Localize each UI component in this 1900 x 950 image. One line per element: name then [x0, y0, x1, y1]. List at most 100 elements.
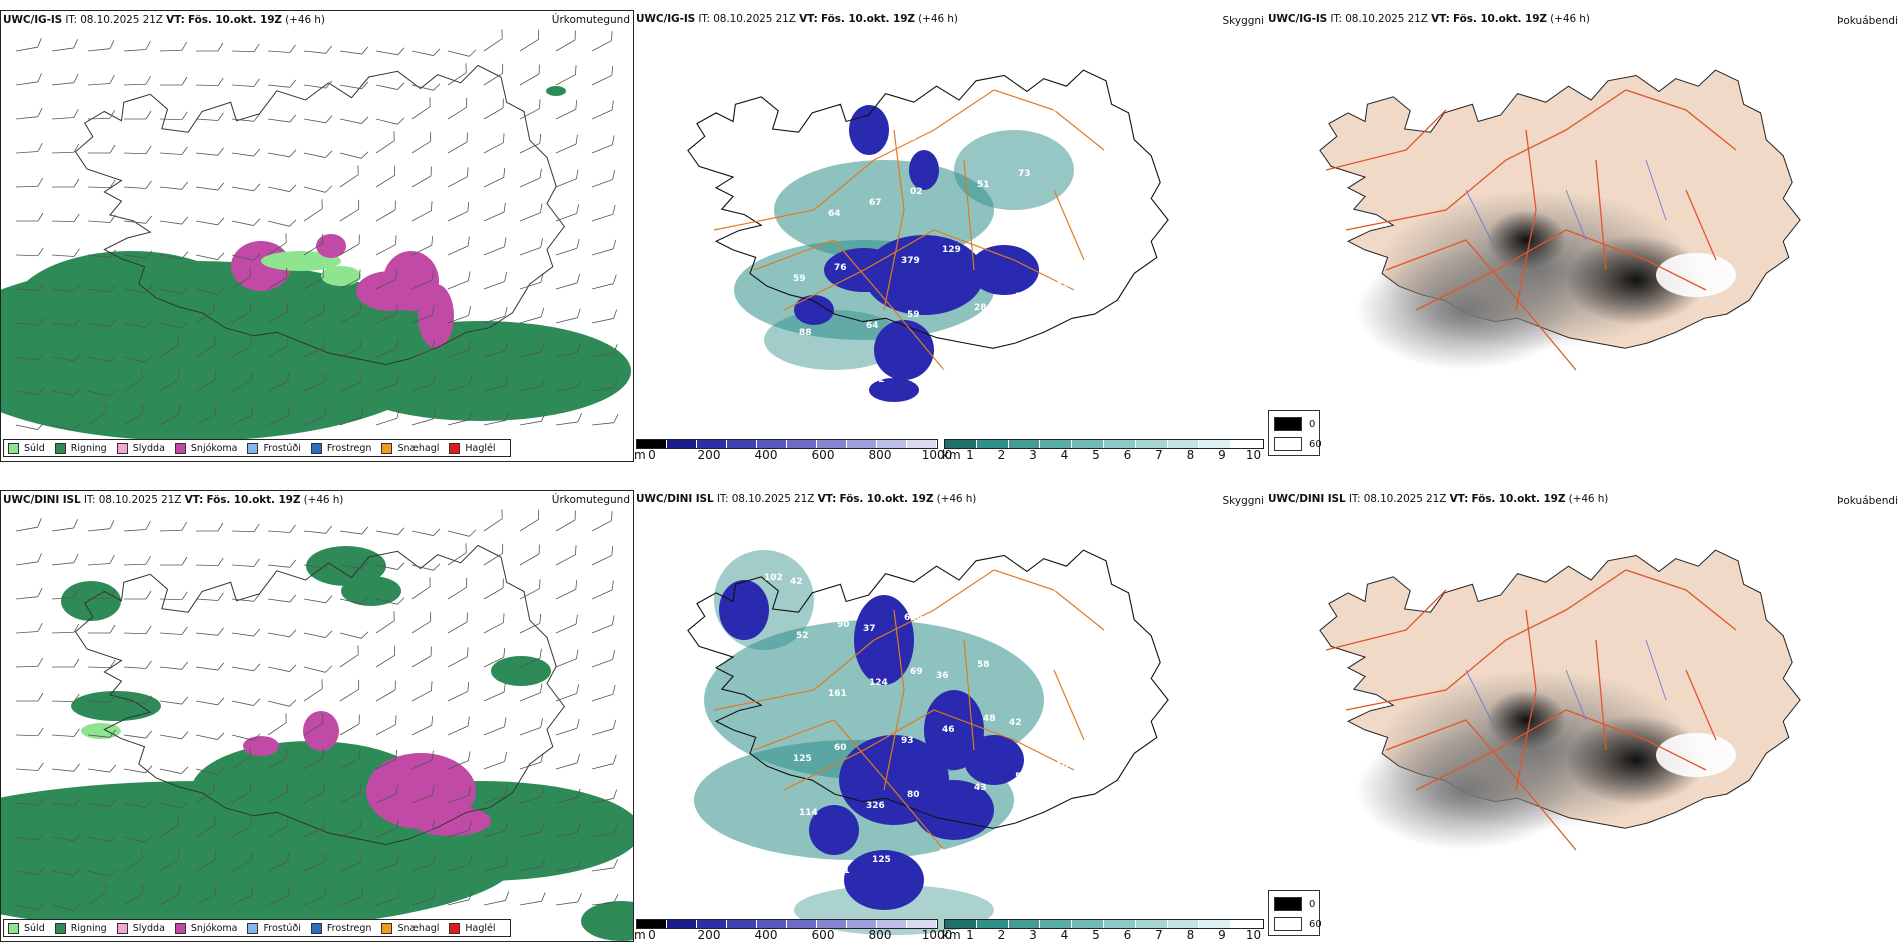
fog-key-label: 60 — [1309, 438, 1322, 450]
wind-barb — [555, 545, 577, 566]
ceiling-value-label: 55 — [1085, 162, 1098, 172]
wind-barb — [123, 883, 144, 906]
wind-barb — [16, 212, 44, 222]
wind-barb — [411, 305, 435, 324]
visibility-tick: 4 — [1060, 448, 1069, 462]
wind-barb — [447, 612, 468, 634]
wind-barb — [303, 407, 327, 426]
wind-barb — [591, 580, 614, 600]
wind-barb — [123, 849, 143, 872]
wind-barb — [591, 170, 616, 188]
legend-item: Snjókoma — [174, 922, 237, 934]
wind-barb — [51, 388, 81, 396]
wind-barb — [519, 648, 542, 668]
wind-barb — [159, 696, 189, 705]
legend-swatch — [174, 922, 186, 934]
ceiling-value-label: 90 — [837, 620, 850, 630]
wind-barb — [51, 728, 80, 737]
wind-barb — [555, 343, 582, 358]
wind-barb — [159, 521, 188, 532]
legend-swatch — [116, 922, 128, 934]
ceiling-colorbar: m 0 200 400 600 800 1000 — [634, 437, 952, 462]
legend-label: Frostúði — [263, 442, 301, 454]
ceiling-value-label: 69 — [910, 667, 923, 677]
wind-barb — [447, 820, 472, 838]
wind-barb — [123, 285, 153, 294]
wind-barb — [15, 73, 42, 86]
wind-barb — [159, 146, 188, 155]
wind-barb — [195, 301, 215, 324]
wind-barb — [411, 646, 432, 668]
wind-barb — [447, 375, 473, 392]
wind-barb — [51, 213, 80, 223]
wind-barb — [15, 797, 45, 806]
ceiling-value-label: 48 — [983, 714, 996, 724]
ceiling-value-label: 375 — [1085, 642, 1104, 652]
wind-barb — [375, 527, 405, 536]
wind-barb — [88, 624, 116, 634]
ceiling-value-label: 28 — [974, 303, 987, 313]
ceiling-unit: m — [634, 448, 646, 462]
wind-barb — [483, 821, 509, 838]
wind-barb — [411, 374, 436, 392]
wind-barb — [375, 82, 405, 90]
wind-barb — [160, 76, 188, 86]
ceiling-value-label: 42 — [1009, 718, 1022, 728]
fog-type-label: Þokuábendi — [1837, 15, 1898, 27]
ceiling-value-label: 59 — [793, 274, 806, 284]
wind-barb — [483, 647, 506, 668]
wind-barb — [159, 849, 180, 872]
wind-barb — [447, 167, 469, 188]
ceiling-value-label: 62 — [872, 375, 885, 385]
ceiling-tick: 200 — [697, 928, 721, 942]
ceiling-visibility-panel: 79 54 02 26 32 88 62 780 73 57 76 59 58 85 54 67 129 165 7… — [634, 10, 1266, 462]
ceiling-tick: 1000 — [921, 448, 953, 462]
wind-barb — [87, 883, 107, 906]
wind-barb — [519, 787, 545, 804]
wind-barb — [231, 78, 260, 87]
wind-barb — [591, 719, 617, 736]
wind-barb — [375, 645, 396, 668]
wind-barb — [123, 625, 152, 635]
fog-key-label: 0 — [1309, 418, 1316, 430]
wind-barb — [591, 239, 617, 256]
legend-label: Rigning — [70, 922, 107, 934]
wind-barb — [411, 97, 431, 120]
wind-barb — [159, 815, 179, 838]
wind-barb — [15, 902, 45, 910]
fog-type-label: Þokuábendi — [1837, 495, 1898, 507]
fog-key-label: 0 — [1309, 898, 1316, 910]
wind-barb — [591, 309, 618, 324]
wind-barb — [375, 597, 405, 605]
precip-type-panel: UWC/DINI ISL IT: 08.10.2025 21Z VT: Fös.… — [0, 490, 634, 942]
wind-barb — [339, 199, 360, 222]
ceiling-value-label: 93 — [901, 736, 914, 746]
ceiling-value-label: 79 — [764, 93, 777, 103]
wind-barb — [195, 370, 216, 392]
wind-barb — [159, 766, 189, 774]
wind-barb — [519, 29, 540, 52]
legend-label: Rigning — [70, 442, 107, 454]
wind-barb — [123, 835, 153, 843]
wind-barb — [231, 43, 260, 53]
wind-barb — [483, 202, 506, 222]
wind-barb — [159, 369, 180, 392]
wind-barb — [447, 751, 471, 770]
wind-barb — [339, 888, 364, 906]
wind-barb — [519, 133, 542, 154]
wind-barb — [591, 344, 618, 358]
wind-barb — [87, 403, 107, 426]
wind-barb — [267, 406, 290, 426]
wind-barb — [519, 203, 543, 222]
wind-barb — [483, 891, 510, 906]
wind-barb — [15, 518, 42, 532]
wind-barb — [303, 665, 333, 673]
wind-barb — [519, 892, 546, 906]
ceiling-value-label: 43 — [974, 783, 987, 793]
wind-barb — [267, 79, 297, 88]
wind-barb — [196, 522, 224, 532]
wind-barb — [483, 509, 503, 532]
legend-swatch — [310, 922, 322, 934]
wind-barb — [87, 834, 117, 842]
precip-type-label: Úrkomutegund — [551, 14, 630, 26]
